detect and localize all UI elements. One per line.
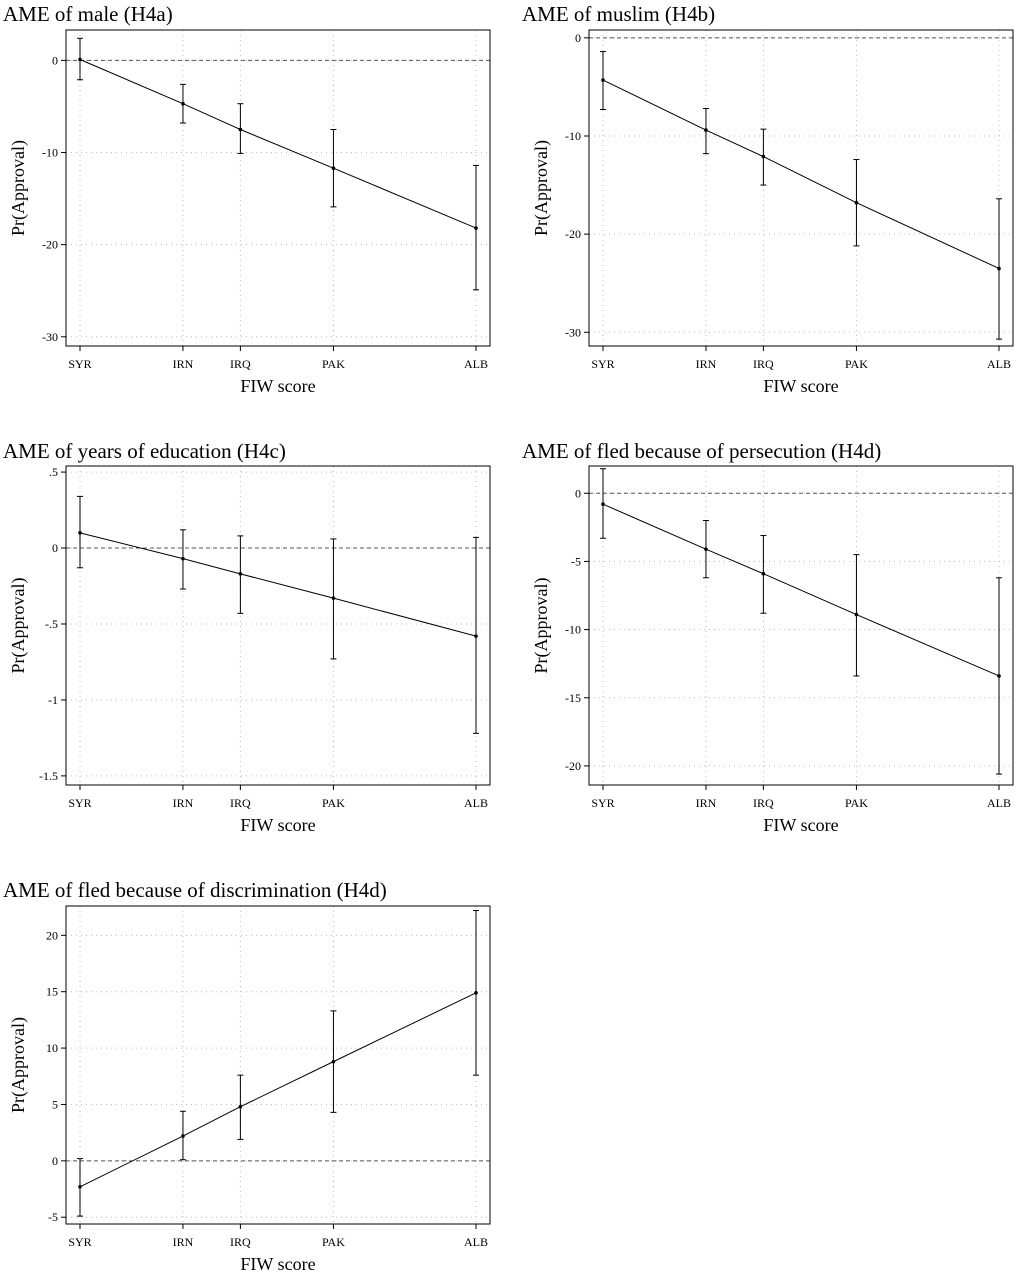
panel-3-xtick-label: PAK <box>322 796 345 810</box>
panel-5-title: AME of fled because of discrimination (H… <box>3 878 387 902</box>
panel-1-estimate-point <box>78 57 82 62</box>
panel-4-ytick-label: -15 <box>565 691 581 705</box>
panel-5-y-axis-title: Pr(Approval) <box>8 1017 29 1113</box>
panel-1-y-axis-title: Pr(Approval) <box>8 140 29 236</box>
panel-4-xtick-label: PAK <box>845 796 868 810</box>
panel-2-estimate-point <box>704 128 708 132</box>
panel-2-ytick-label: 0 <box>575 31 581 45</box>
panel-3-estimate-point <box>181 556 185 561</box>
panel-3-xtick-label: ALB <box>464 796 488 810</box>
panel-2-xtick-label: PAK <box>845 357 868 371</box>
panel-5-xtick-label: SYR <box>68 1235 91 1249</box>
panel-1-estimate-point <box>331 166 336 170</box>
panel-1-estimate-line <box>79 59 477 229</box>
panel-2-estimate-point <box>997 266 1001 271</box>
panel-1-estimate-point <box>181 101 185 106</box>
panel-1-ytick-label: 0 <box>52 53 58 67</box>
panel-4-ytick-label: 0 <box>575 486 581 500</box>
panel-3-title: AME of years of education (H4c) <box>3 439 286 463</box>
panel-5-ytick-label: 0 <box>52 1154 58 1168</box>
panel-5-ytick-label: 15 <box>46 985 58 999</box>
panel-3-ytick-label: .5 <box>49 465 58 479</box>
panel-4-xtick-label: ALB <box>987 796 1011 810</box>
panel-5-xtick-label: IRQ <box>230 1235 251 1249</box>
panel-2-estimate-point <box>761 154 766 159</box>
panel-5-ytick-label: 5 <box>52 1097 58 1111</box>
panel-3-plot-frame <box>65 465 491 786</box>
panel-1-ytick-label: -10 <box>42 146 58 160</box>
panel-4-estimate-line <box>602 503 1000 677</box>
panel-1-xtick-label: ALB <box>464 357 488 371</box>
panel-4-y-axis-title: Pr(Approval) <box>531 578 552 674</box>
panel-2-xtick-label: IRQ <box>753 357 774 371</box>
panel-2-x-axis-title: FIW score <box>763 376 838 396</box>
panel-3-ytick-label: -.5 <box>45 617 58 631</box>
panel-5-x-axis-title: FIW score <box>240 1254 315 1274</box>
panel-2-estimate-point <box>854 200 859 205</box>
panel-4-estimate-point <box>601 502 605 506</box>
panel-4-estimate-point <box>854 612 859 617</box>
panel-4-ytick-label: -5 <box>571 554 581 568</box>
panel-1-ytick-label: -30 <box>42 330 58 344</box>
panel-4-xtick-label: IRQ <box>753 796 774 810</box>
panel-3-ytick-label: -1.5 <box>39 769 58 783</box>
panel-4-title: AME of fled because of persecution (H4d) <box>522 439 881 463</box>
panel-5-ytick-label: 20 <box>46 928 58 942</box>
panel-5-estimate-point <box>331 1059 336 1064</box>
panel-2-xtick-label: IRN <box>696 357 717 371</box>
panel-2-xtick-label: SYR <box>591 357 614 371</box>
panel-1-xtick-label: SYR <box>68 357 91 371</box>
panel-2-estimate-line <box>602 79 1000 269</box>
panel-2-title: AME of muslim (H4b) <box>522 2 715 26</box>
panel-5-ytick-label: 10 <box>46 1041 58 1055</box>
panel-3-xtick-label: SYR <box>68 796 91 810</box>
panel-5-estimate-point <box>238 1104 243 1109</box>
panel-4-ytick-label: -10 <box>565 623 581 637</box>
panel-3-estimate-point <box>78 531 82 535</box>
panel-1-xtick-label: IRQ <box>230 357 251 371</box>
panel-5-estimate-point <box>474 991 478 995</box>
panel-3-ytick-label: -1 <box>48 693 58 707</box>
panel-4-xtick-label: IRN <box>696 796 717 810</box>
panel-4-estimate-point <box>997 674 1001 678</box>
panel-3-xtick-label: IRN <box>173 796 194 810</box>
panel-4-xtick-label: SYR <box>591 796 614 810</box>
panel-1-estimate-point <box>238 127 243 132</box>
panel-3-estimate-point <box>331 596 336 600</box>
panel-2-xtick-label: ALB <box>987 357 1011 371</box>
panel-2-ytick-label: -20 <box>565 227 581 241</box>
panel-2-plot-frame <box>588 29 1014 347</box>
panel-3-ytick-label: 0 <box>52 541 58 555</box>
panel-5-ytick-label: -5 <box>48 1210 58 1224</box>
panel-5-xtick-label: IRN <box>173 1235 194 1249</box>
panel-2-ytick-label: -10 <box>565 129 581 143</box>
panel-5-estimate-point <box>78 1184 82 1189</box>
panel-3-xtick-label: IRQ <box>230 796 251 810</box>
panel-1-ytick-label: -20 <box>42 238 58 252</box>
panel-4-plot-frame <box>588 465 1014 786</box>
panel-3-x-axis-title: FIW score <box>240 815 315 835</box>
panel-2-estimate-point <box>601 78 605 82</box>
panel-1-xtick-label: PAK <box>322 357 345 371</box>
panel-3-y-axis-title: Pr(Approval) <box>8 578 29 674</box>
panel-5-xtick-label: PAK <box>322 1235 345 1249</box>
panel-2-ytick-label: -30 <box>565 325 581 339</box>
panel-1-title: AME of male (H4a) <box>3 2 173 26</box>
panel-4-ytick-label: -20 <box>565 759 581 773</box>
panel-2-y-axis-title: Pr(Approval) <box>531 140 552 236</box>
panel-4-estimate-point <box>761 571 766 576</box>
panel-3-estimate-point <box>238 572 243 576</box>
panel-1-xtick-label: IRN <box>173 357 194 371</box>
panel-3-estimate-point <box>474 634 478 638</box>
panel-4-x-axis-title: FIW score <box>763 815 838 835</box>
panel-5-estimate-line <box>79 992 477 1188</box>
panel-1-estimate-point <box>474 226 478 230</box>
panel-4-estimate-point <box>704 547 708 551</box>
panel-1-plot-frame <box>65 29 491 347</box>
panel-5-estimate-point <box>181 1134 185 1138</box>
panel-1-x-axis-title: FIW score <box>240 376 315 396</box>
panel-5-plot-frame <box>65 905 491 1225</box>
panel-5-xtick-label: ALB <box>464 1235 488 1249</box>
